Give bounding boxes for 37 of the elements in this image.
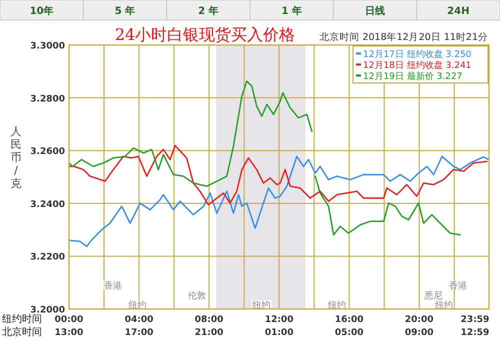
chart-title: 24小时白银现货买入价格: [114, 25, 296, 44]
x2-tick-label: 01:00: [264, 328, 294, 338]
x2-tick-label: 17:00: [124, 328, 154, 338]
x-tick-label: 04:00: [124, 315, 154, 325]
x-tick-label: 08:00: [194, 315, 224, 325]
x-tick-label: 16:00: [334, 315, 364, 325]
y-tick-label: 3.2800: [30, 94, 65, 104]
y-tick-label: 3.2200: [30, 252, 65, 263]
y-tick-label: 3.2400: [30, 200, 65, 210]
chart-subtitle: 北京时间 2018年12月20日 11时21分: [319, 31, 488, 43]
x-tick-label: 23:59: [460, 315, 490, 325]
legend-label: 12月17日 纽约收盘 3.250: [363, 49, 472, 60]
x2-tick-label: 12:59: [460, 328, 490, 338]
x2-tick-label: 13:00: [54, 328, 84, 338]
x-tick-label: 00:00: [54, 315, 84, 325]
x-tick-label: 12:00: [264, 315, 294, 325]
annotation: 伦敦: [188, 290, 206, 302]
annotation: 悉尼: [423, 290, 442, 302]
x2-tick-label: 21:00: [194, 328, 224, 338]
y-tick-label: 3.3000: [30, 42, 65, 52]
annotation: 香港: [448, 280, 467, 292]
annotation: 香港: [104, 280, 122, 292]
y-axis-title: 人民币/克: [10, 125, 22, 190]
x2-tick-label: 09:00: [404, 328, 434, 338]
annotation: 纽约: [434, 300, 453, 312]
annotation: 纽约: [328, 300, 346, 312]
tabs: 10年 5 年 2 年 1 年 日线 24H: [0, 0, 500, 20]
y-tick-label: 3.2000: [30, 306, 65, 316]
annotation: 纽约: [252, 300, 271, 312]
x-axis-title: 纽约时间: [2, 313, 42, 325]
y-tick-label: 3.2600: [30, 147, 65, 158]
annotation: 纽约: [128, 300, 146, 312]
x-tick-label: 20:00: [404, 315, 434, 325]
legend-label: 12月18日 纽约收盘 3.241: [363, 60, 472, 71]
legend-label: 12月19日 最新价 3.227: [363, 71, 462, 82]
x2-axis-title: 北京时间: [2, 326, 42, 338]
x2-tick-label: 05:00: [334, 328, 364, 338]
